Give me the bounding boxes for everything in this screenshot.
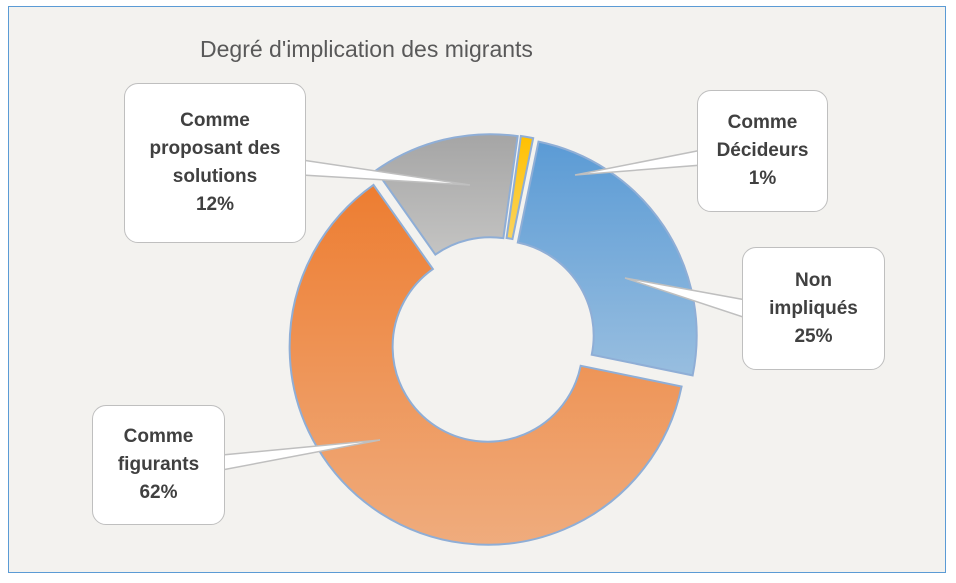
donut-slice — [288, 183, 683, 546]
label-value: 1% — [748, 168, 777, 189]
label-value: 62% — [139, 482, 178, 503]
data-label: Comme Décideurs 1% — [697, 90, 828, 212]
label-category: Non impliqués — [769, 269, 858, 319]
label-category: Comme Décideurs — [716, 112, 809, 161]
donut-slice — [374, 133, 519, 256]
chart-title: Degré d'implication des migrants — [200, 36, 533, 62]
label-value: 25% — [794, 325, 833, 347]
label-value: 12% — [195, 194, 235, 215]
data-label: Comme figurants 62% — [92, 405, 225, 525]
donut-slice — [516, 140, 698, 377]
data-label: Comme proposant des solutions 12% — [124, 83, 306, 243]
label-category: Comme figurants — [117, 426, 200, 475]
label-category: Comme proposant des solutions — [149, 110, 281, 187]
data-label: Non impliqués 25% — [742, 247, 885, 370]
donut-slice — [505, 134, 535, 241]
